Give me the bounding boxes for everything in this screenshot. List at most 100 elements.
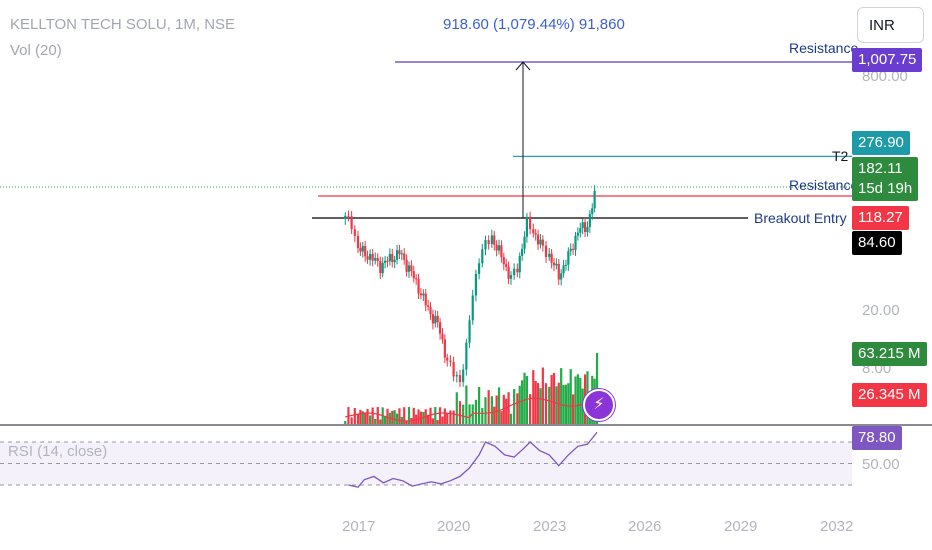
candle-body	[576, 232, 580, 236]
volume-bar	[550, 375, 553, 424]
lightning-icon[interactable]: ⚡	[583, 389, 615, 421]
breakout-tag: 84.60	[852, 231, 902, 255]
candle-body	[490, 235, 493, 245]
volume-bar	[555, 386, 558, 424]
candle-body	[562, 265, 565, 274]
candle-body	[400, 253, 403, 255]
candle-body	[532, 229, 535, 234]
currency-selector[interactable]: INR	[857, 7, 924, 43]
candle-body	[410, 265, 413, 272]
volume-bar	[403, 407, 406, 424]
candle-body	[383, 260, 387, 263]
time-axis-label: 2023	[533, 518, 567, 535]
candle-body	[419, 293, 423, 296]
candle-body	[407, 265, 411, 272]
candle-body	[497, 245, 501, 251]
volume-bar	[595, 353, 599, 424]
candle-body	[386, 260, 389, 262]
volume-bar	[449, 410, 452, 424]
candle-body	[478, 263, 481, 274]
candle-body	[507, 266, 510, 279]
candle-body	[548, 253, 551, 258]
t1-tag: 276.90	[852, 131, 910, 155]
candle-body	[405, 259, 408, 272]
candle-body	[359, 247, 362, 252]
volume-bar	[544, 383, 548, 424]
candle-body	[350, 216, 353, 230]
candle-body	[474, 273, 478, 296]
last-price-value: 182.11	[858, 160, 903, 177]
measure-arrow-head	[515, 61, 531, 71]
volume-bar	[376, 407, 379, 424]
volume-tag: 63.215 M	[852, 342, 927, 366]
candle-body	[379, 261, 382, 274]
volume-bar	[525, 376, 529, 424]
candle-body	[449, 360, 452, 362]
countdown-value: 15d 19h	[858, 180, 913, 197]
volume-bar	[493, 406, 496, 424]
candle-body	[574, 235, 577, 250]
candle-body	[446, 357, 449, 361]
candle-body	[509, 275, 513, 279]
volume-bar	[490, 396, 493, 424]
volume-bar	[356, 414, 360, 424]
candle-body	[391, 253, 394, 263]
volume-bar	[465, 385, 468, 424]
candle-body	[481, 249, 484, 264]
volume-indicator-label[interactable]: Vol (20)	[10, 42, 62, 59]
candle-body	[356, 235, 360, 248]
volume-bar	[536, 383, 540, 424]
rsi-axis-label: 50.00	[862, 456, 900, 473]
candle-body	[572, 248, 575, 250]
candle-body	[564, 264, 568, 266]
volume-bar	[407, 407, 411, 424]
candle-body	[579, 228, 582, 233]
candle-body	[452, 361, 455, 377]
candle-body	[536, 234, 540, 245]
candle-body	[487, 240, 490, 245]
candle-body	[550, 253, 553, 263]
rsi-line	[348, 431, 598, 488]
candle-body	[403, 253, 406, 260]
volume-bar	[572, 394, 575, 424]
volume-bar	[513, 389, 516, 424]
volume-bar	[361, 411, 364, 424]
candle-body	[344, 215, 347, 219]
candle-body	[495, 244, 498, 251]
volume-bar	[458, 401, 462, 424]
candle-body	[593, 190, 596, 209]
candle-body	[395, 250, 399, 260]
candle-body	[569, 248, 572, 252]
volume-bar	[374, 418, 377, 424]
volume-bar	[436, 420, 439, 424]
volume-bar	[429, 407, 432, 424]
rsi-indicator-label[interactable]: RSI (14, close)	[8, 443, 108, 460]
volume-bar	[452, 410, 455, 424]
candle-body	[544, 245, 548, 258]
breakout-entry-label: Breakout Entry 🚨	[754, 210, 868, 226]
volume-bar	[500, 411, 503, 424]
t2-label: T2	[832, 148, 849, 164]
volume-bar	[539, 388, 542, 424]
volume-bar	[417, 409, 420, 424]
volume-bar	[446, 413, 449, 424]
candle-body	[347, 215, 350, 217]
candle-body	[555, 263, 558, 266]
candle-body	[534, 233, 537, 235]
volume-bar	[523, 372, 526, 424]
volume-bar	[528, 394, 532, 424]
volume-bar	[344, 421, 347, 424]
volume-bar	[391, 410, 394, 424]
volume-bar	[541, 367, 544, 424]
candle-body	[468, 320, 471, 343]
candle-body	[431, 314, 434, 324]
volume-bar	[353, 408, 356, 424]
time-axis-label: 2017	[342, 518, 376, 535]
resistance-top-tag: 1,007.75	[852, 48, 923, 72]
volume-bar	[438, 407, 442, 424]
measure-readout: 918.60 (1,079.44%) 91,860	[443, 16, 625, 33]
candle-body	[398, 250, 401, 255]
candle-body	[471, 295, 474, 321]
candle-body	[502, 257, 505, 265]
